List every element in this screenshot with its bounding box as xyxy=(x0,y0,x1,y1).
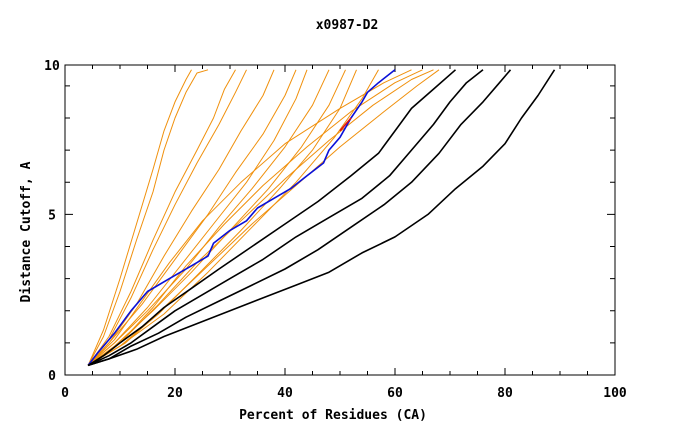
y-tick-label: 0 xyxy=(48,369,56,384)
x-tick-label: 0 xyxy=(61,386,69,401)
series-line-black xyxy=(87,69,457,367)
chart-title: x0987-D2 xyxy=(316,18,379,33)
y-tick-label: 5 xyxy=(48,208,56,223)
series-line-orange xyxy=(87,69,209,366)
x-axis-label: Percent of Residues (CA) xyxy=(239,408,427,423)
series-line-orange xyxy=(87,69,330,366)
series-line-orange xyxy=(87,69,308,366)
series-line-orange xyxy=(87,69,379,366)
series-line-orange xyxy=(87,69,423,366)
series-line-orange xyxy=(87,69,275,366)
y-axis-label: Distance Cutoff, A xyxy=(19,161,34,302)
series-line-orange xyxy=(87,69,297,366)
x-tick-label: 20 xyxy=(167,386,183,401)
x-tick-label: 60 xyxy=(387,386,403,401)
series-line-red xyxy=(339,117,352,132)
series-line-black xyxy=(87,69,512,367)
series-line-black xyxy=(87,69,556,367)
y-tick-label: 10 xyxy=(44,59,60,74)
series-line-orange xyxy=(87,69,192,366)
series-line-orange xyxy=(87,69,357,366)
series-line-orange xyxy=(87,69,236,366)
series-line-orange xyxy=(87,69,412,366)
x-tick-label: 100 xyxy=(603,386,627,401)
series-line-orange xyxy=(87,69,434,366)
series-line-black xyxy=(87,69,484,367)
series-line-blue xyxy=(87,69,396,366)
series-line-orange xyxy=(87,69,247,366)
plot-frame xyxy=(64,64,616,376)
x-tick-label: 80 xyxy=(497,386,513,401)
x-tick-label: 40 xyxy=(277,386,293,401)
plot-area: 0 20 40 60 80 100 0 5 10 xyxy=(44,59,627,401)
